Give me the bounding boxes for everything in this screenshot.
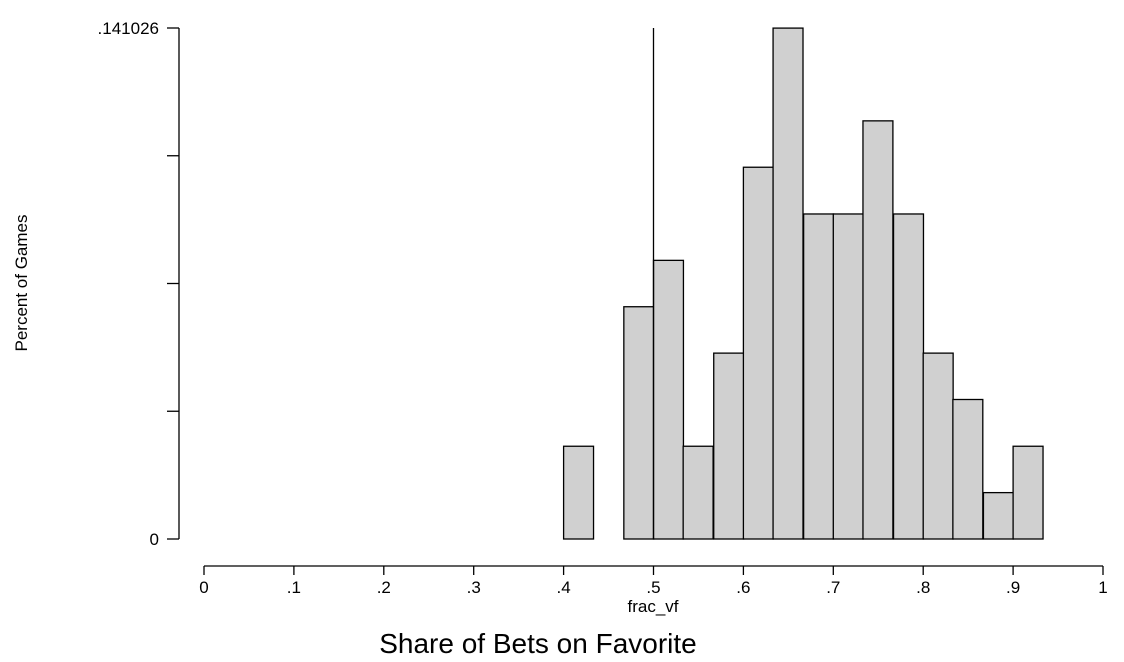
histogram-bar [652, 259, 685, 540]
bars-group [562, 27, 1044, 540]
chart-caption: Share of Bets on Favorite [379, 628, 697, 659]
y-tick-label: 0 [150, 530, 159, 549]
x-tick-label: .6 [736, 578, 750, 597]
x-tick-label: .5 [646, 578, 660, 597]
histogram-bar [713, 352, 745, 540]
histogram-bar [742, 166, 774, 540]
x-tick-label: 1 [1098, 578, 1107, 597]
histogram-bar [802, 213, 835, 540]
y-axis-title: Percent of Games [12, 214, 31, 351]
y-tick-label: .141026 [98, 19, 159, 38]
x-tick-label: .1 [287, 578, 301, 597]
histogram-bar [862, 120, 894, 540]
histogram-bar [562, 445, 595, 540]
y-axis-ticks: 0 .141026 [98, 19, 179, 549]
x-tick-label: .2 [377, 578, 391, 597]
x-tick-label: 0 [199, 578, 208, 597]
histogram-bar [982, 491, 1015, 540]
x-axis-title: frac_vf [627, 597, 678, 616]
histogram-bar [1012, 445, 1044, 540]
x-tick-label: .3 [467, 578, 481, 597]
histogram-bar [832, 213, 864, 540]
histogram-bar [952, 398, 984, 540]
histogram-bar [772, 27, 804, 540]
x-tick-label: .9 [1006, 578, 1020, 597]
histogram-bar [682, 445, 714, 540]
histogram-bar [623, 306, 655, 540]
x-tick-label: .8 [916, 578, 930, 597]
histogram-bar [922, 352, 954, 540]
histogram-bar [892, 213, 925, 540]
x-tick-label: .7 [826, 578, 840, 597]
x-axis-ticks: 0 .1 .2 .3 .4 .5 .6 .7 .8 .9 1 [199, 566, 1108, 597]
x-tick-label: .4 [557, 578, 571, 597]
